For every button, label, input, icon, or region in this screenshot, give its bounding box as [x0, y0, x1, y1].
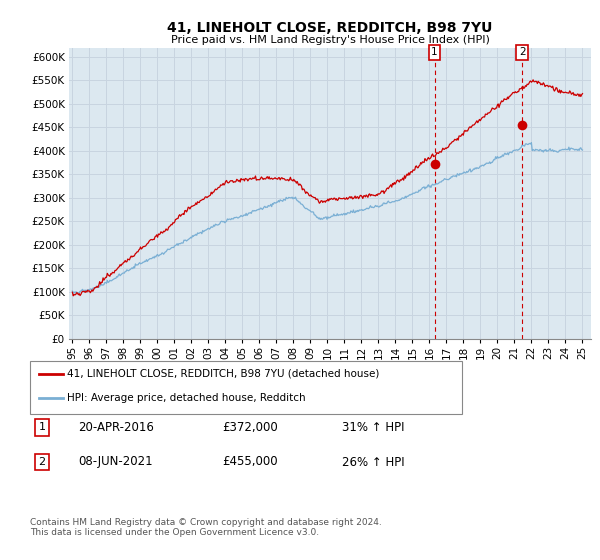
- Text: 08-JUN-2021: 08-JUN-2021: [78, 455, 152, 469]
- Text: £455,000: £455,000: [222, 455, 278, 469]
- Text: Price paid vs. HM Land Registry's House Price Index (HPI): Price paid vs. HM Land Registry's House …: [170, 35, 490, 45]
- Text: 20-APR-2016: 20-APR-2016: [78, 421, 154, 434]
- Text: 1: 1: [38, 422, 46, 432]
- Text: HPI: Average price, detached house, Redditch: HPI: Average price, detached house, Redd…: [67, 393, 306, 403]
- Text: 31% ↑ HPI: 31% ↑ HPI: [342, 421, 404, 434]
- Text: 26% ↑ HPI: 26% ↑ HPI: [342, 455, 404, 469]
- Text: 41, LINEHOLT CLOSE, REDDITCH, B98 7YU: 41, LINEHOLT CLOSE, REDDITCH, B98 7YU: [167, 21, 493, 35]
- Text: Contains HM Land Registry data © Crown copyright and database right 2024.
This d: Contains HM Land Registry data © Crown c…: [30, 518, 382, 538]
- Text: 2: 2: [38, 457, 46, 467]
- Text: 41, LINEHOLT CLOSE, REDDITCH, B98 7YU (detached house): 41, LINEHOLT CLOSE, REDDITCH, B98 7YU (d…: [67, 368, 380, 379]
- Text: 2: 2: [519, 47, 526, 57]
- Text: £372,000: £372,000: [222, 421, 278, 434]
- Text: 1: 1: [431, 47, 438, 57]
